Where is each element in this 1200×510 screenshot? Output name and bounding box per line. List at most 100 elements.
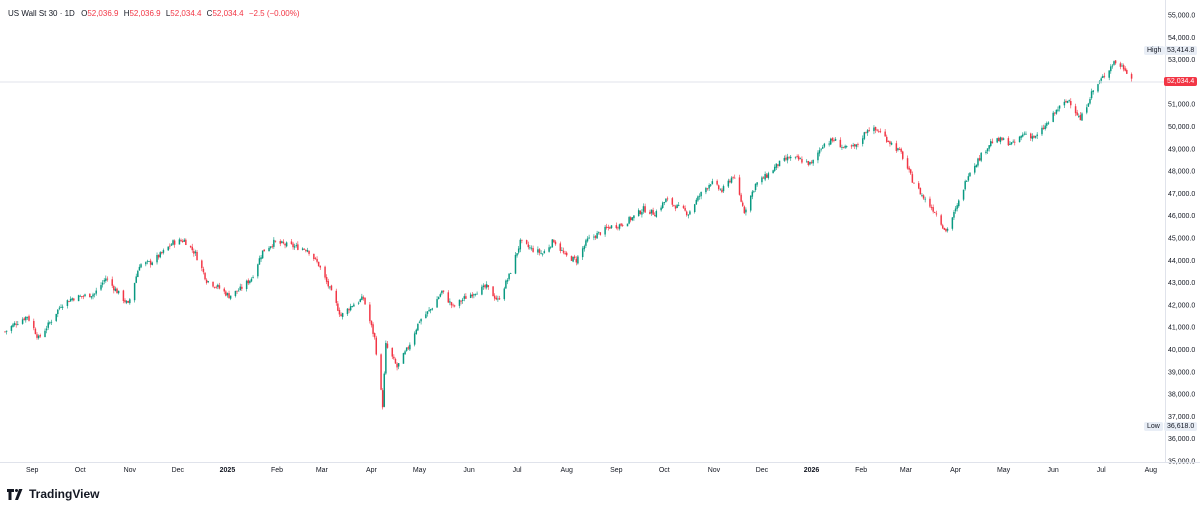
candle-body xyxy=(980,152,982,161)
candle-body xyxy=(863,132,866,139)
candle-body xyxy=(1010,142,1013,145)
candle-body xyxy=(125,301,128,303)
candle-body xyxy=(77,295,80,302)
candle-body xyxy=(106,278,109,280)
candle-body xyxy=(844,145,846,148)
y-axis-tick-label: 43,000.0 xyxy=(1168,280,1195,287)
candle-body xyxy=(1102,76,1104,78)
candle-body xyxy=(114,288,117,291)
candle-body xyxy=(564,253,566,254)
change-value: −2.5 (−0.00%) xyxy=(248,9,300,18)
candle-body xyxy=(797,156,800,160)
candle-body xyxy=(268,247,270,252)
y-axis-tick-label: 44,000.0 xyxy=(1168,258,1195,265)
candle-body xyxy=(866,130,869,133)
x-axis-tick-label: Oct xyxy=(659,467,670,474)
candle-body xyxy=(1103,75,1106,77)
y-axis-tick-label: 36,000.0 xyxy=(1168,436,1195,443)
candle-body xyxy=(213,286,216,288)
candle-body xyxy=(170,244,173,246)
candle-body xyxy=(10,326,13,331)
last-price-tag: 52,034.4 xyxy=(1164,77,1198,86)
candle-body xyxy=(482,285,485,287)
candle-body xyxy=(484,284,486,288)
low-value: 52,034.4 xyxy=(170,9,202,18)
candle-body xyxy=(215,286,217,288)
candle-body xyxy=(554,241,557,245)
candle-body xyxy=(452,304,454,306)
candle-body xyxy=(685,211,688,216)
candle-body xyxy=(898,149,901,150)
candle-body xyxy=(226,293,229,296)
candle-body xyxy=(805,161,808,163)
candle-body xyxy=(453,305,456,307)
candle-body xyxy=(386,343,389,348)
candle-body xyxy=(775,163,778,168)
candle-body xyxy=(196,251,198,261)
candle-body xyxy=(201,260,203,269)
candle-body xyxy=(172,240,174,245)
y-axis-tick-label: 48,000.0 xyxy=(1168,169,1195,176)
candle-body xyxy=(1031,136,1034,139)
candle-body xyxy=(44,330,46,338)
candle-body xyxy=(1036,134,1038,136)
candle-body xyxy=(895,143,898,151)
candle-body xyxy=(721,189,723,193)
candle-body xyxy=(529,247,531,249)
candle-body xyxy=(183,239,185,242)
candle-body xyxy=(999,137,1002,143)
candle-body xyxy=(842,146,845,148)
candle-body xyxy=(857,144,859,145)
candle-body xyxy=(786,156,789,161)
candle-body xyxy=(1114,60,1117,64)
candle-body xyxy=(1044,125,1046,129)
candle-body xyxy=(1111,65,1114,67)
candle-body xyxy=(831,138,834,141)
candle-body xyxy=(327,281,330,287)
candle-body xyxy=(839,139,842,148)
candle-body xyxy=(447,292,450,303)
candle-body xyxy=(674,206,677,209)
candle-body xyxy=(628,217,630,224)
candle-body xyxy=(506,279,509,282)
candle-body xyxy=(330,285,333,291)
candle-body xyxy=(492,286,494,297)
candle-body xyxy=(609,227,611,229)
y-axis-tick-label: 47,000.0 xyxy=(1168,191,1195,198)
high-value: 52,036.9 xyxy=(129,9,161,18)
candle-body xyxy=(269,246,272,248)
candle-body xyxy=(47,322,49,328)
candle-body xyxy=(697,196,699,201)
candle-body xyxy=(889,141,891,144)
candle-body xyxy=(12,324,14,327)
candle-body xyxy=(426,311,429,314)
candle-body xyxy=(297,244,299,250)
high-tag: High xyxy=(1144,46,1165,55)
candle-body xyxy=(317,261,320,267)
candle-body xyxy=(821,147,824,149)
candle-body xyxy=(325,277,328,282)
candle-body xyxy=(1108,70,1110,78)
candle-body xyxy=(450,302,453,306)
candle-body xyxy=(407,347,410,349)
candle-body xyxy=(1063,101,1066,106)
candle-body xyxy=(397,363,400,367)
candle-body xyxy=(151,262,153,265)
candle-body xyxy=(21,319,24,324)
candle-body xyxy=(314,258,317,259)
candle-body xyxy=(103,280,105,282)
candle-body xyxy=(71,298,73,300)
candle-body xyxy=(228,293,230,299)
symbol-name[interactable]: US Wall St 30 · 1D xyxy=(8,9,75,18)
candle-body xyxy=(764,173,766,180)
tradingview-logo[interactable]: TradingView xyxy=(7,487,99,501)
candle-body xyxy=(761,177,763,183)
candle-body xyxy=(551,239,554,248)
candle-body xyxy=(902,151,904,159)
candle-body xyxy=(548,247,550,252)
candle-body xyxy=(823,143,826,147)
candle-body xyxy=(509,273,512,274)
candle-body xyxy=(985,151,987,154)
candle-body xyxy=(4,331,6,333)
